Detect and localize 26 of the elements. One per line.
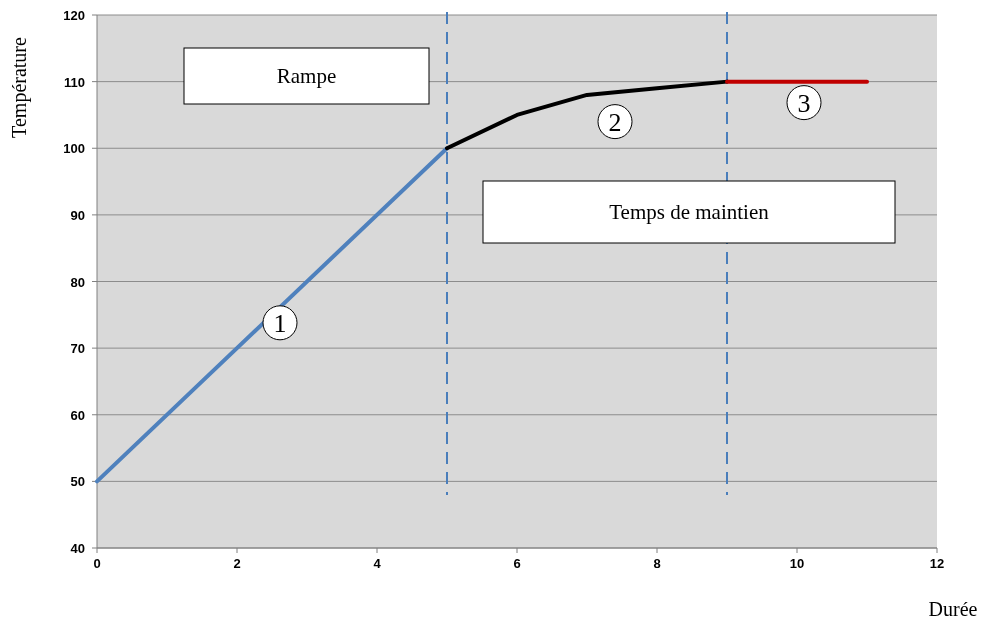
y-tick-label: 50	[70, 474, 85, 490]
x-tick-label: 8	[653, 556, 661, 571]
text-box: Rampe	[183, 47, 430, 105]
text-box: Temps de maintien	[482, 180, 896, 244]
annotation: Temps de maintien	[609, 200, 770, 224]
x-tick-label: 0	[93, 556, 101, 571]
x-tick-label: 4	[373, 556, 382, 571]
y-tick-label: 70	[70, 341, 85, 357]
y-tick-label: 90	[70, 207, 85, 223]
y-tick-label: 60	[70, 407, 85, 423]
y-tick-label: 110	[64, 74, 85, 90]
x-tick-label: 10	[789, 556, 805, 571]
series-label: 3	[797, 88, 811, 118]
y-tick-label: 40	[70, 541, 85, 556]
x-tick-label: 6	[513, 556, 521, 571]
line-series	[445, 79, 729, 151]
y-tick-label: 100	[63, 141, 85, 157]
series-label: 1	[273, 308, 287, 338]
x-axis-title: Durée	[928, 598, 978, 620]
y-axis-title: Température	[8, 37, 31, 138]
annotation: Rampe	[276, 64, 337, 88]
y-tick-label: 120	[63, 8, 85, 23]
series-label: 2	[608, 107, 622, 137]
x-tick-label: 2	[233, 556, 241, 571]
y-tick-label: 80	[70, 274, 85, 290]
x-tick-label: 12	[929, 556, 945, 571]
